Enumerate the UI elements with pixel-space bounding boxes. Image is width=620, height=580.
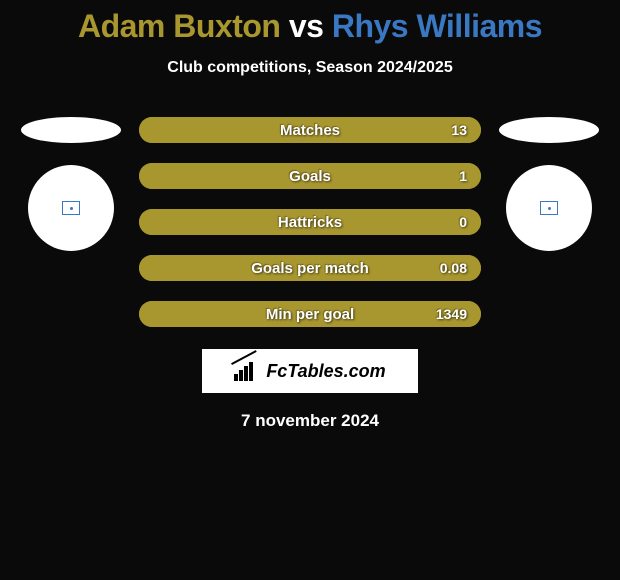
stat-label: Min per goal <box>139 306 481 323</box>
bar-chart-icon <box>234 361 260 381</box>
vs-separator: vs <box>289 8 324 44</box>
brand-logo: FcTables.com <box>202 349 418 393</box>
brand-text: FcTables.com <box>266 361 385 382</box>
image-placeholder-icon <box>62 201 80 215</box>
stat-label: Hattricks <box>139 214 481 231</box>
stat-label: Goals <box>139 168 481 185</box>
stat-bar: Goals per match0.08 <box>139 255 481 281</box>
stat-value: 13 <box>451 122 467 138</box>
comparison-card: Adam Buxton vs Rhys Williams Club compet… <box>0 0 620 431</box>
comparison-body: Matches13 Goals1 Hattricks0 Goals per match… <box>0 117 620 327</box>
stat-bar: Min per goal1349 <box>139 301 481 327</box>
player1-club-badge <box>28 165 114 251</box>
stat-label: Goals per match <box>139 260 481 277</box>
stat-value: 1349 <box>436 306 467 322</box>
player2-name: Rhys Williams <box>332 8 542 44</box>
player2-club-badge <box>506 165 592 251</box>
stat-value: 0.08 <box>440 260 467 276</box>
page-title: Adam Buxton vs Rhys Williams <box>0 8 620 45</box>
right-player-column <box>499 117 599 251</box>
stat-bars: Matches13 Goals1 Hattricks0 Goals per match… <box>139 117 481 327</box>
stat-bar: Hattricks0 <box>139 209 481 235</box>
image-placeholder-icon <box>540 201 558 215</box>
stat-bar: Goals1 <box>139 163 481 189</box>
player2-photo-placeholder <box>499 117 599 143</box>
player1-photo-placeholder <box>21 117 121 143</box>
report-date: 7 november 2024 <box>0 411 620 431</box>
stat-value: 1 <box>459 168 467 184</box>
left-player-column <box>21 117 121 251</box>
player1-name: Adam Buxton <box>78 8 281 44</box>
stat-label: Matches <box>139 122 481 139</box>
subtitle: Club competitions, Season 2024/2025 <box>0 59 620 77</box>
stat-value: 0 <box>459 214 467 230</box>
stat-bar: Matches13 <box>139 117 481 143</box>
